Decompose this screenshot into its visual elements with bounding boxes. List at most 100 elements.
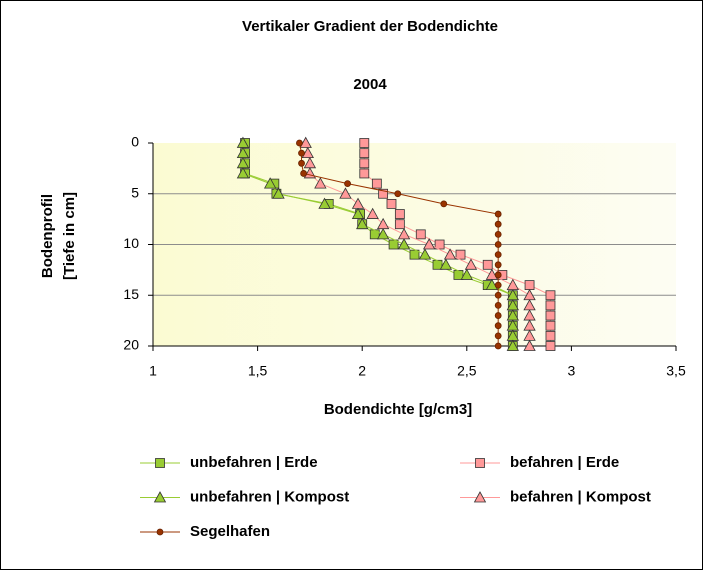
legend-label: unbefahren | Erde: [190, 454, 318, 471]
data-point: [545, 320, 556, 331]
data-point: [351, 197, 365, 209]
data-point: [494, 220, 502, 228]
data-point: [545, 300, 556, 311]
data-point: [432, 259, 443, 270]
data-point: [485, 278, 499, 291]
x-tick-label: 3,5: [666, 363, 686, 379]
data-point: [386, 198, 397, 209]
data-point: [494, 230, 502, 238]
data-point: [298, 149, 305, 157]
legend-label: unbefahren | Kompost: [190, 488, 349, 505]
data-point: [494, 322, 502, 330]
data-point: [545, 330, 556, 341]
data-point: [506, 339, 520, 351]
y-tick-label: 0: [131, 134, 139, 150]
x-tick-label: 1,5: [248, 363, 268, 379]
data-point: [299, 136, 312, 148]
x-axis-label: Bodendichte [g/cm3]: [324, 401, 472, 418]
data-point: [545, 310, 556, 321]
y-axis-label: Bodenprofil: [39, 194, 56, 278]
chart-title: Vertikaler Gradient der Bodendichte: [242, 18, 498, 35]
data-point: [339, 187, 352, 199]
data-point: [485, 268, 499, 280]
data-point: [359, 138, 370, 148]
data-point: [453, 270, 464, 280]
data-point: [415, 229, 426, 240]
data-point: [443, 248, 457, 260]
legend-marker: [475, 458, 485, 468]
y-axis-label: [Tiefe in cm]: [61, 192, 78, 280]
data-point: [394, 209, 405, 219]
y-tick-label: 20: [123, 337, 139, 353]
data-point: [298, 159, 305, 167]
data-point: [371, 178, 382, 189]
data-point: [356, 217, 369, 230]
data-point: [236, 167, 250, 179]
data-point: [272, 187, 285, 199]
data-point: [439, 258, 453, 270]
data-point: [545, 290, 556, 301]
y-tick-label: 10: [123, 235, 139, 251]
x-tick-label: 2: [358, 363, 366, 379]
legend-marker: [473, 491, 487, 503]
data-point: [523, 339, 536, 351]
y-tick-label: 15: [123, 286, 139, 302]
data-point: [397, 238, 411, 250]
data-point: [378, 188, 389, 199]
data-point: [494, 301, 502, 309]
data-point: [388, 239, 399, 250]
data-point: [494, 332, 502, 340]
data-point: [440, 200, 448, 208]
data-point: [409, 249, 420, 260]
y-tick-label: 5: [131, 184, 139, 200]
data-point: [494, 342, 502, 350]
data-point: [394, 219, 405, 230]
data-point: [301, 146, 314, 159]
legend-label: befahren | Erde: [510, 454, 619, 471]
data-point: [494, 251, 502, 259]
data-point: [359, 148, 370, 159]
legend-label: befahren | Kompost: [510, 488, 651, 505]
data-point: [376, 228, 390, 240]
data-point: [418, 248, 432, 260]
data-point: [524, 280, 535, 291]
data-point: [369, 229, 380, 240]
x-tick-label: 3: [568, 363, 576, 379]
data-point: [494, 281, 502, 289]
data-point: [394, 190, 402, 198]
data-point: [397, 228, 411, 240]
data-point: [455, 249, 466, 260]
data-point: [359, 168, 370, 179]
data-point: [300, 170, 308, 177]
x-tick-label: 1: [149, 363, 157, 379]
data-point: [318, 197, 331, 209]
data-point: [359, 158, 370, 169]
data-point: [296, 139, 303, 147]
data-point: [464, 258, 478, 270]
chart-subtitle: 2004: [353, 76, 387, 93]
data-point: [494, 261, 502, 269]
data-point: [351, 207, 365, 219]
legend-marker: [153, 491, 167, 503]
data-point: [494, 271, 502, 279]
data-point: [494, 241, 502, 248]
data-point: [494, 291, 502, 299]
data-point: [422, 238, 436, 250]
data-point: [434, 239, 445, 250]
data-point: [263, 177, 277, 189]
legend-marker: [155, 458, 165, 468]
legend-marker: [156, 528, 164, 536]
x-tick-label: 2,5: [457, 363, 477, 379]
data-point: [545, 341, 556, 351]
data-point: [506, 278, 520, 291]
data-point: [344, 180, 351, 188]
data-point: [314, 177, 327, 189]
data-point: [376, 217, 390, 230]
data-point: [494, 312, 502, 319]
data-point: [460, 268, 473, 280]
data-point: [366, 207, 379, 219]
data-point: [494, 210, 502, 218]
legend-label: Segelhafen: [190, 523, 270, 540]
data-point: [482, 259, 493, 270]
